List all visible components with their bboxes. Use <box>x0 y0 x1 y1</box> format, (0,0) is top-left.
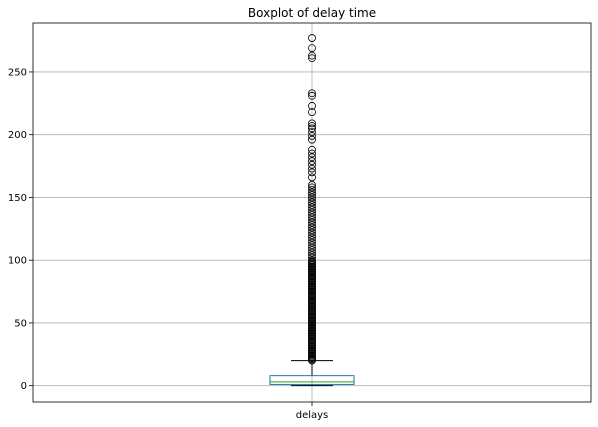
outlier-point <box>308 196 316 204</box>
outlier-point <box>308 91 316 100</box>
outlier-point <box>308 153 316 162</box>
box-plot <box>269 360 355 387</box>
outlier-point <box>308 198 316 207</box>
outlier-point <box>308 218 316 227</box>
outlier-point <box>308 188 316 197</box>
y-tick-label-250: 250 <box>8 67 27 78</box>
outlier-point <box>308 180 316 189</box>
outlier-point <box>308 101 316 110</box>
outlier-point <box>308 44 316 52</box>
outlier-point <box>308 203 316 212</box>
outlier-point <box>308 221 316 229</box>
outlier-point <box>308 164 316 173</box>
outlier-point <box>308 128 316 137</box>
outlier-point <box>308 243 316 252</box>
outlier-point <box>308 186 316 194</box>
outlier-point <box>308 34 316 42</box>
outlier-point <box>308 253 316 262</box>
outlier-point <box>308 238 316 247</box>
outlier-point <box>308 173 316 182</box>
outlier-point <box>308 183 316 192</box>
y-axis: 0 50 100 150 200 250 <box>8 67 33 392</box>
y-tick-label-150: 150 <box>8 193 27 204</box>
y-tick-label-100: 100 <box>8 256 27 267</box>
outlier-point <box>308 248 316 257</box>
outlier-point <box>308 233 316 242</box>
outlier-point <box>308 157 316 165</box>
outlier-points <box>308 34 316 365</box>
outlier-point <box>308 251 316 260</box>
x-axis: delays <box>296 402 329 421</box>
outlier-point <box>308 226 316 234</box>
outlier-point <box>308 89 316 98</box>
x-tick-label-delays: delays <box>296 410 329 421</box>
outlier-point <box>308 54 316 63</box>
outlier-point <box>308 51 316 60</box>
outlier-point <box>308 201 316 209</box>
outlier-point <box>308 216 316 224</box>
iqr-box <box>269 375 355 385</box>
outlier-point <box>308 149 316 158</box>
outlier-point <box>308 193 316 202</box>
outlier-point <box>308 246 316 255</box>
outlier-point <box>308 119 316 128</box>
outlier-point <box>308 168 316 177</box>
outlier-point <box>308 206 316 214</box>
outlier-point <box>308 236 316 245</box>
outlier-point <box>308 191 316 199</box>
outlier-point <box>308 160 316 169</box>
outlier-point <box>308 135 316 144</box>
outlier-point <box>308 241 316 250</box>
outlier-point <box>308 124 316 133</box>
y-tick-label-200: 200 <box>8 130 27 141</box>
outlier-point <box>308 211 316 219</box>
y-tick-label-50: 50 <box>14 318 27 329</box>
chart-title: Boxplot of delay time <box>248 6 376 20</box>
outlier-point <box>308 256 316 265</box>
outlier-point <box>308 223 316 232</box>
outlier-point <box>308 228 316 237</box>
outlier-point <box>308 108 316 117</box>
outlier-point <box>308 208 316 217</box>
outlier-point <box>308 145 316 154</box>
y-tick-label-0: 0 <box>21 381 27 392</box>
outlier-point <box>308 213 316 222</box>
outlier-point <box>308 231 316 239</box>
outlier-point <box>308 122 316 130</box>
outlier-point <box>308 132 316 140</box>
